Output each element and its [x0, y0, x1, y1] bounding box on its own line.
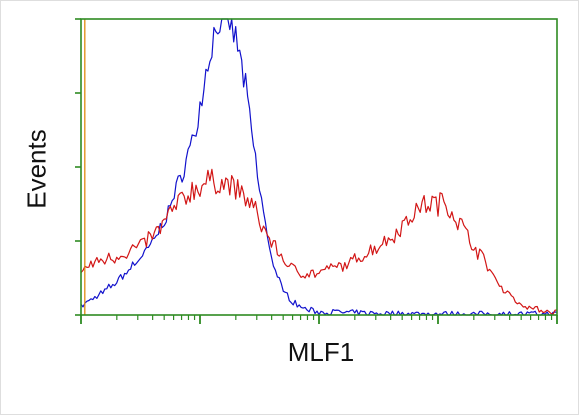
- series-line-2: [80, 168, 558, 315]
- series-line-1: [80, 18, 558, 316]
- histogram-series: [80, 18, 558, 316]
- x-axis-label: MLF1: [287, 337, 355, 367]
- plot-axes: [80, 18, 558, 316]
- tick-marks: [75, 18, 558, 324]
- plot-border: [80, 18, 558, 316]
- y-axis-label: Events: [21, 129, 52, 209]
